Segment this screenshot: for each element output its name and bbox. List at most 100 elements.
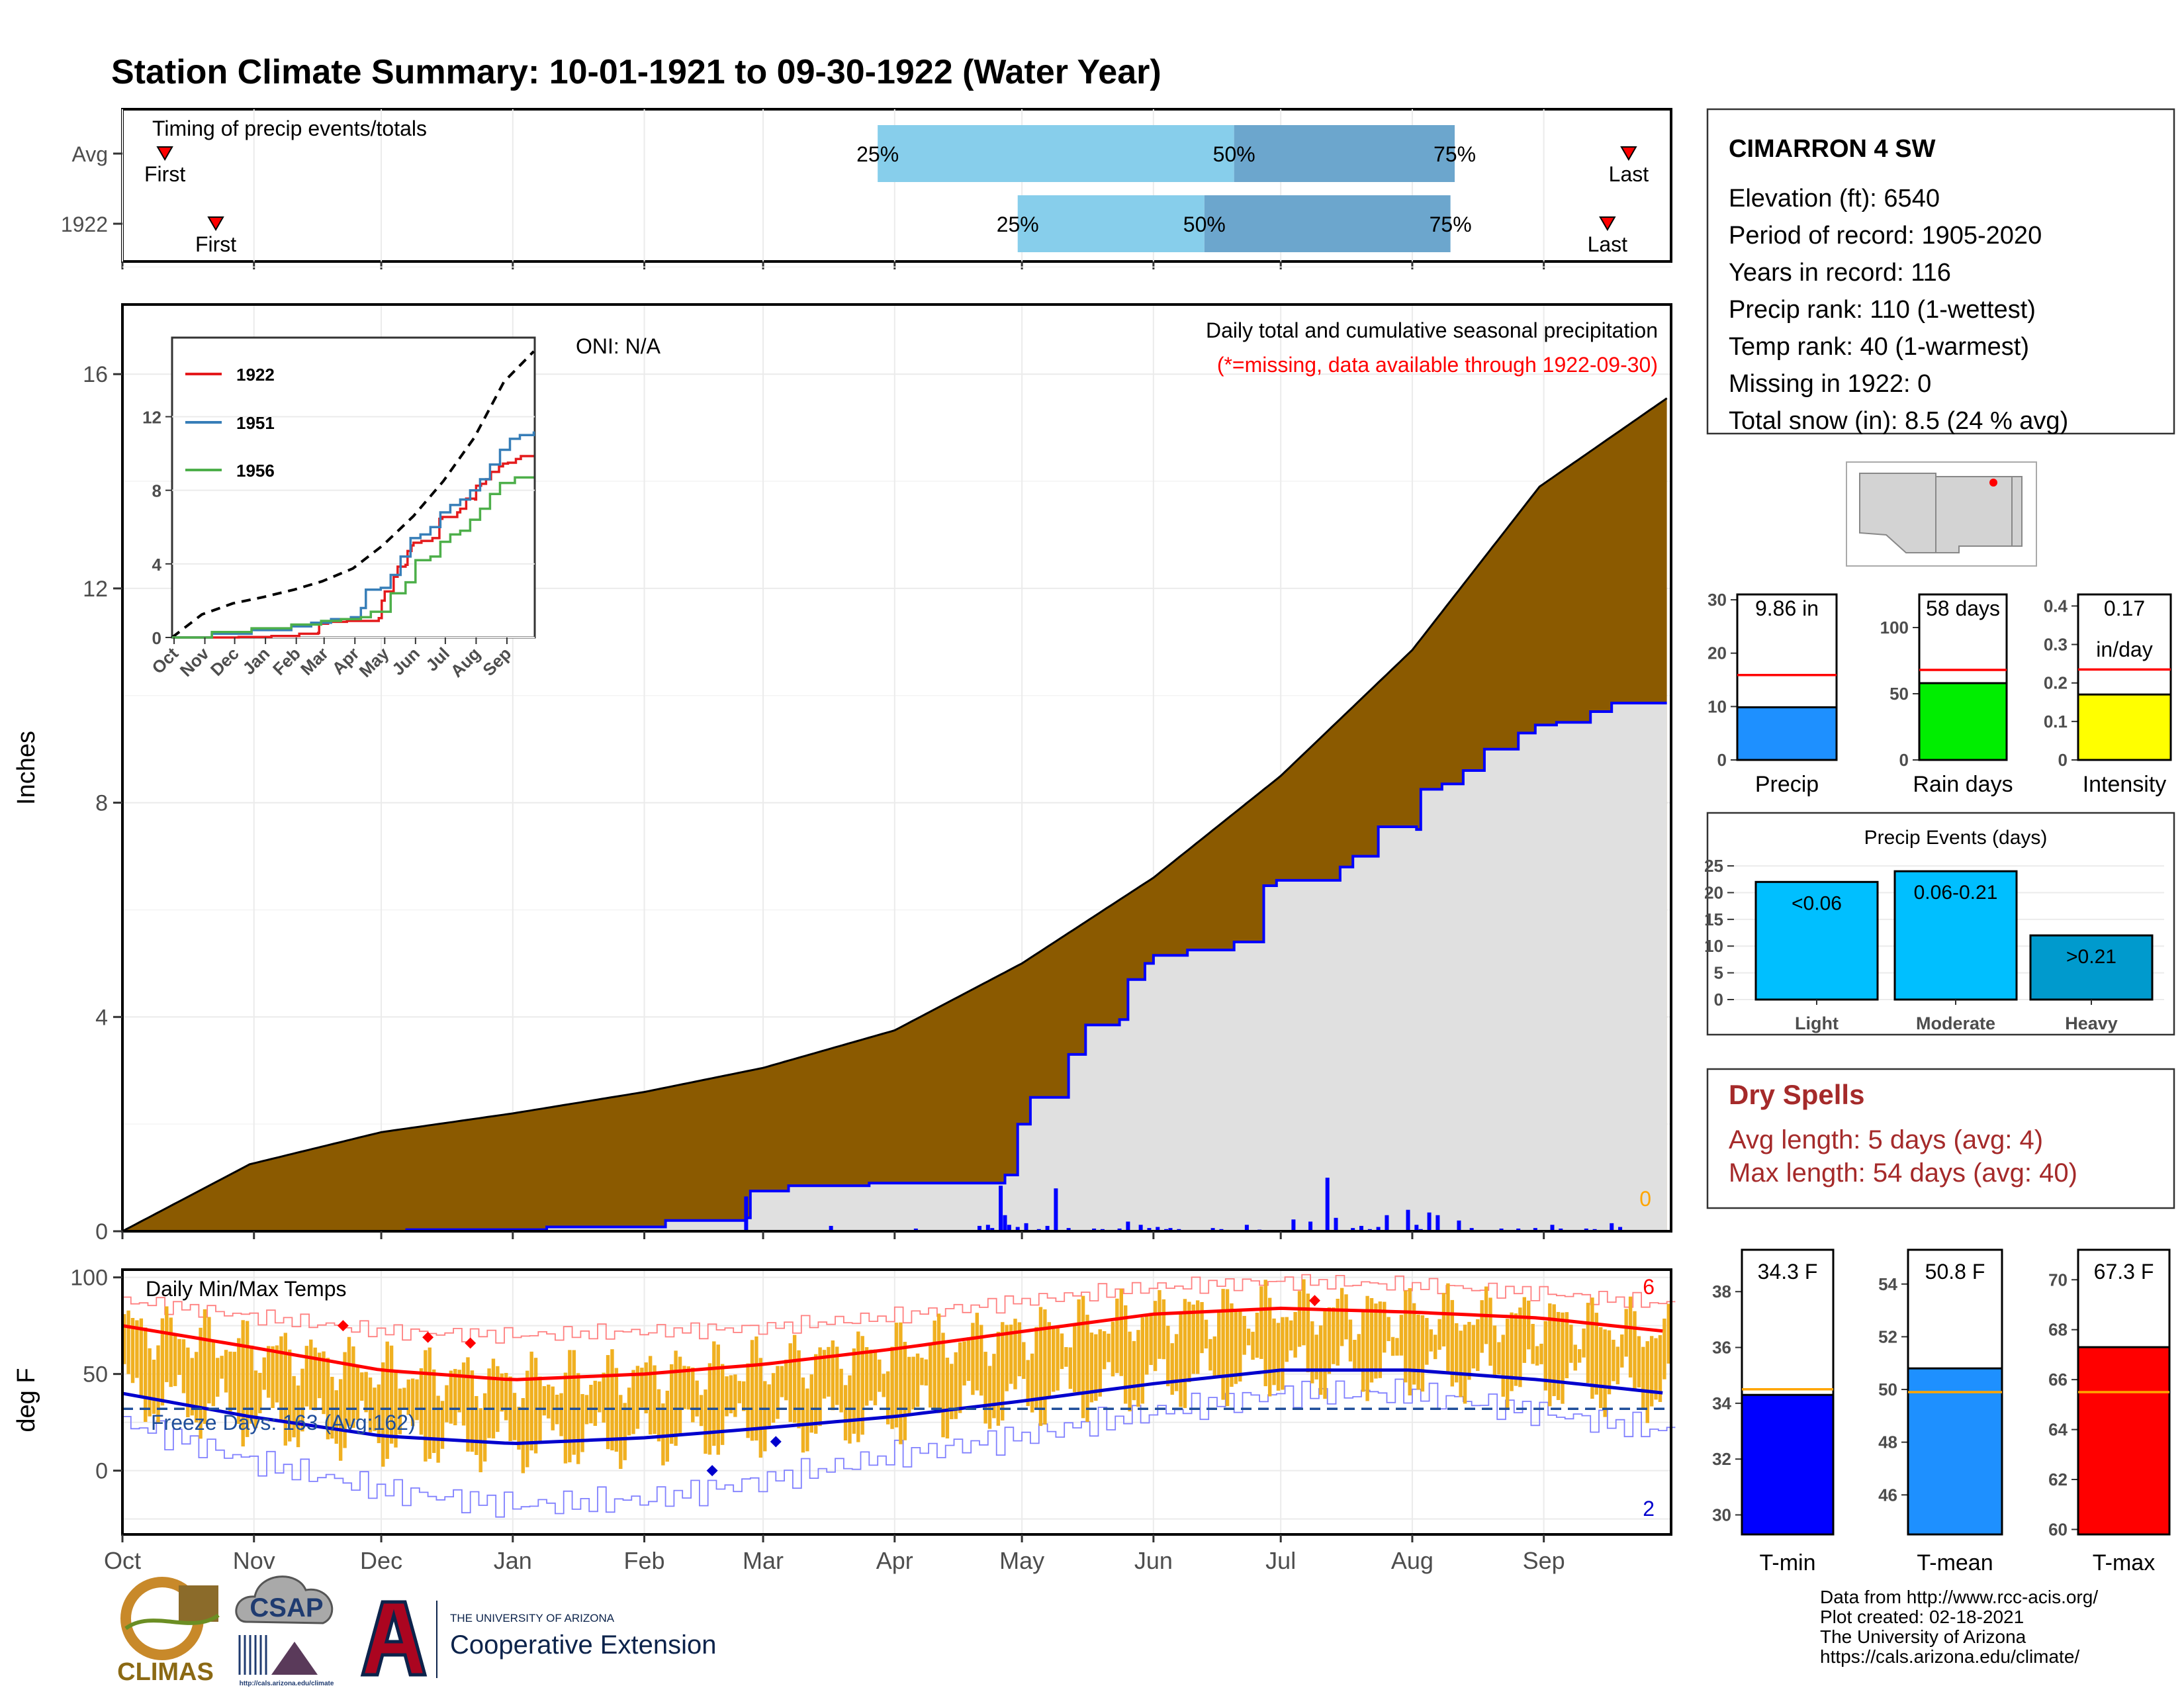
timing-p50-label: 50% [1213, 142, 1255, 166]
daily-temp-bar [482, 1393, 487, 1462]
daily-precip-bar [1499, 1228, 1504, 1231]
daily-temp-bar [1395, 1338, 1399, 1356]
daily-temp-bar [691, 1367, 695, 1423]
daily-temp-bar [322, 1351, 326, 1415]
daily-precip-bar [1156, 1227, 1160, 1231]
daily-temp-bar [1577, 1349, 1582, 1363]
record-high-marker [422, 1331, 434, 1343]
daily-precip-bar [985, 1225, 990, 1231]
daily-temp-bar [1174, 1334, 1179, 1391]
summary-ytick-label: 0.2 [2044, 673, 2068, 693]
daily-temp-bar [704, 1389, 707, 1454]
daily-temp-bar [936, 1313, 941, 1413]
daily-temp-bar [1170, 1343, 1174, 1395]
daily-temp-bar [1662, 1318, 1666, 1380]
events-ytick-label: 25 [1704, 856, 1723, 876]
daily-temp-bar [996, 1331, 1001, 1426]
daily-temp-bar [805, 1388, 809, 1452]
daily-temp-bar [716, 1344, 720, 1455]
daily-temp-bar [139, 1318, 144, 1397]
daily-precip-bar [1244, 1225, 1249, 1231]
daily-temp-bar [1077, 1299, 1081, 1395]
summary-bar [2077, 693, 2172, 761]
daily-temp-bar [517, 1407, 521, 1450]
daily-temp-bar [593, 1380, 598, 1427]
ua-logo-small-text: THE UNIVERSITY OF ARIZONA [450, 1612, 615, 1624]
record-high-marker [1308, 1295, 1320, 1307]
daily-temp-bar [576, 1373, 580, 1464]
csap-logo-text: CSAP [250, 1593, 323, 1622]
daily-temp-bar [971, 1323, 975, 1395]
event-category-label: Moderate [1916, 1013, 1995, 1033]
daily-temp-bar [610, 1349, 614, 1451]
daily-temp-bar [326, 1358, 330, 1440]
daily-temp-bar [199, 1327, 203, 1439]
daily-temp-bar [983, 1352, 987, 1424]
summary-ytick-label: 50 [1889, 684, 1909, 704]
timing-panel: Timing of precip events/totals Avg 25% 50% 7… [61, 108, 1672, 269]
dry-spells-avg: Avg length: 5 days (avg: 4) [1729, 1125, 2043, 1154]
inset-avg-line [171, 350, 535, 639]
daily-temp-bar [500, 1373, 504, 1412]
temp-summary-ytick-label: 52 [1878, 1327, 1897, 1346]
daily-temp-bar [190, 1358, 194, 1416]
daily-temp-bar [614, 1368, 619, 1452]
daily-temp-bar [1187, 1301, 1191, 1382]
temp-summary-ytick-label: 70 [2048, 1270, 2068, 1289]
summary-ytick-label: 0 [1717, 750, 1727, 770]
daily-temp-bar [1208, 1338, 1212, 1371]
daily-temp-bar [1123, 1305, 1128, 1404]
daily-temp-bar [572, 1350, 576, 1455]
temp-summary-ytick-label: 32 [1712, 1449, 1731, 1469]
daily-temp-bar [1306, 1293, 1310, 1373]
daily-temp-bar [1666, 1303, 1670, 1364]
daily-temp-bar [211, 1342, 216, 1407]
daily-temp-bar [1365, 1295, 1369, 1401]
daily-temp-bar [784, 1360, 788, 1401]
csap-mountain-icon [271, 1642, 318, 1675]
record-low-marker [706, 1465, 718, 1477]
daily-temp-bar [992, 1354, 996, 1419]
timing-p75-label: 75% [1430, 212, 1472, 236]
daily-temp-bar [1416, 1314, 1420, 1390]
daily-temp-bar [266, 1346, 271, 1398]
daily-temp-bar [1081, 1295, 1085, 1419]
daily-temp-bar [1615, 1346, 1620, 1385]
inset-ytick-label: 4 [152, 555, 162, 575]
daily-temp-bar [619, 1395, 623, 1470]
daily-temp-bar [1009, 1325, 1013, 1384]
daily-temp-bar [1221, 1289, 1225, 1400]
daily-temp-bar [232, 1352, 237, 1410]
daily-precip-bar [990, 1228, 995, 1231]
daily-temp-bar [1556, 1311, 1561, 1400]
record-low-count: 2 [1643, 1497, 1655, 1521]
daily-temp-bar [818, 1347, 822, 1427]
daily-temp-bar [584, 1395, 589, 1425]
record-low-line [122, 1378, 1676, 1518]
cumulative-precip-chart: 0 4 8 12 16 Inches ONI: N/A Daily total and cum… [13, 266, 1672, 1244]
daily-temp-bar [920, 1358, 924, 1385]
daily-precip-bar [1015, 1227, 1020, 1231]
inset-ytick-label: 12 [142, 408, 161, 428]
daily-temp-bar [627, 1387, 631, 1436]
daily-temp-bar [1429, 1329, 1433, 1352]
daily-temp-bar [1522, 1297, 1527, 1363]
oni-label: ONI: N/A [576, 334, 661, 358]
daily-temp-bar [873, 1349, 878, 1405]
avg-cumulative-line [122, 397, 1668, 1233]
daily-temp-bar [1348, 1319, 1353, 1362]
inset-1951-line [172, 431, 535, 639]
daily-temp-bar [1195, 1300, 1200, 1374]
daily-temp-bar [1085, 1315, 1089, 1422]
daily-temp-bar [1594, 1313, 1599, 1395]
daily-temp-bar [1412, 1303, 1416, 1385]
temp-summary-ytick-label: 62 [2048, 1470, 2068, 1489]
daily-temp-bar [1064, 1346, 1068, 1367]
daily-precip-bar [1024, 1223, 1028, 1231]
daily-temp-bar [1017, 1322, 1022, 1377]
daily-temp-bar [1332, 1307, 1336, 1364]
daily-temp-bar [525, 1370, 529, 1468]
daily-temp-bar [1374, 1303, 1378, 1379]
daily-temp-bar [373, 1387, 377, 1431]
summary-ytick-label: 0 [2058, 750, 2068, 770]
